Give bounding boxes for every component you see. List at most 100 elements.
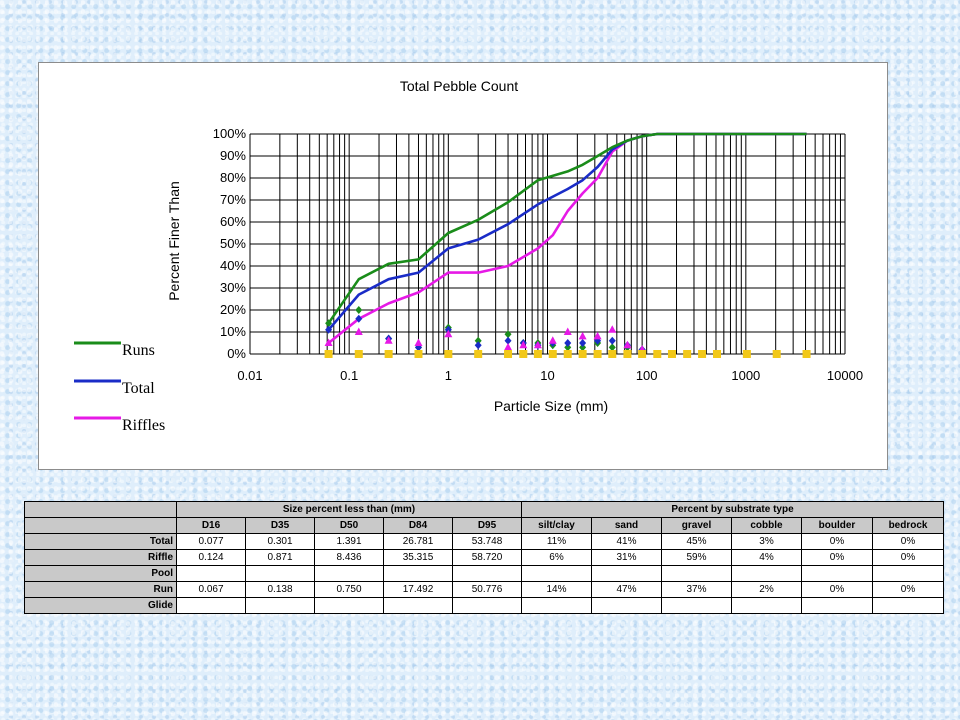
- data-point-diamond: [474, 341, 482, 350]
- table-cell: [801, 565, 873, 582]
- table-row: Pool: [24, 565, 945, 582]
- table-cell: 58.720: [452, 549, 522, 566]
- table-cell: 50.776: [452, 581, 522, 598]
- table-row: Riffle 0.124 0.871 8.436 35.315 58.720 6% 31% 59…: [24, 549, 945, 566]
- table-cell: 47%: [591, 581, 662, 598]
- x-tick-label: 1: [445, 368, 452, 383]
- table-cell: 26.781: [383, 533, 453, 550]
- legend-label-total: Total: [122, 380, 155, 397]
- y-tick-label: 20%: [220, 302, 246, 317]
- grid-lines: [249, 133, 846, 355]
- table-cell: [176, 565, 246, 582]
- data-point-square: [384, 350, 393, 358]
- data-point-square: [519, 350, 528, 358]
- column-header: D35: [245, 517, 315, 534]
- column-header: bedrock: [871, 517, 945, 534]
- y-tick-label: 90%: [220, 148, 246, 163]
- data-point-triangle: [593, 331, 602, 340]
- table-corner-2: [24, 517, 177, 534]
- y-tick-label: 60%: [220, 214, 246, 229]
- series-lines: [327, 132, 807, 345]
- column-header: sand: [591, 517, 662, 534]
- data-point-diamond: [608, 343, 616, 352]
- data-point-square: [698, 350, 707, 358]
- table-cell: 14%: [521, 581, 592, 598]
- table-cell: 35.315: [383, 549, 453, 566]
- data-point-square: [667, 350, 676, 358]
- table-cell: 37%: [661, 581, 732, 598]
- chart-panel: Total Pebble Count 0% 10% 20% 30% 40% 50% 60% 7…: [38, 62, 888, 470]
- substrate-group-header: Percent by substrate type: [520, 501, 945, 518]
- table-column-header-row: D16 D35 D50 D84 D95 silt/clay sand gravel cobble…: [24, 517, 945, 534]
- x-tick-label: 1000: [731, 368, 760, 383]
- data-point-triangle: [444, 329, 453, 338]
- row-label: Riffle: [24, 549, 177, 566]
- data-point-diamond: [504, 336, 512, 345]
- row-label: Total: [24, 533, 177, 550]
- column-header: boulder: [801, 517, 873, 534]
- table-cell: [661, 565, 732, 582]
- row-label: Pool: [24, 565, 177, 582]
- data-point-triangle: [519, 340, 528, 349]
- y-tick-label: 70%: [220, 192, 246, 207]
- data-point-triangle: [548, 336, 557, 344]
- data-point-square: [324, 350, 333, 358]
- table-cell: 45%: [661, 533, 732, 550]
- x-tick-label: 10000: [827, 368, 863, 383]
- table-cell: [591, 597, 662, 614]
- table-cell: 8.436: [314, 549, 384, 566]
- table-cell: [383, 565, 453, 582]
- y-tick-label: 100%: [213, 126, 247, 141]
- data-point-square: [593, 350, 602, 358]
- data-point-diamond: [325, 325, 333, 334]
- table-cell: 0.301: [245, 533, 315, 550]
- table-cell: [521, 565, 592, 582]
- data-point-triangle: [354, 327, 363, 335]
- table-cell: [871, 565, 945, 582]
- table-cell: [314, 565, 384, 582]
- table-cell: 6%: [521, 549, 592, 566]
- table-cell: [176, 597, 246, 614]
- series-line-runs: [327, 132, 807, 324]
- table-cell: 0.750: [314, 581, 384, 598]
- column-header: gravel: [661, 517, 732, 534]
- table-corner: [24, 501, 177, 518]
- table-cell: 0%: [801, 549, 873, 566]
- y-tick-label: 0%: [227, 346, 246, 361]
- data-point-triangle: [608, 325, 617, 333]
- legend: Runs Total Riffles: [74, 341, 165, 434]
- data-point-square: [742, 350, 751, 358]
- table-cell: [731, 565, 802, 582]
- chart-title: Total Pebble Count: [400, 78, 518, 94]
- data-point-square: [683, 350, 692, 358]
- table-cell: [661, 597, 732, 614]
- table-cell: 0.124: [176, 549, 246, 566]
- data-point-square: [533, 350, 542, 358]
- table-cell: 3%: [731, 533, 802, 550]
- table-cell: 41%: [591, 533, 662, 550]
- table-cell: 0%: [871, 581, 945, 598]
- y-axis-title: Percent Finer Than: [166, 181, 182, 301]
- table-cell: 0%: [801, 581, 873, 598]
- data-point-square: [623, 350, 632, 358]
- column-header: silt/clay: [521, 517, 592, 534]
- data-point-square: [563, 350, 572, 358]
- table-row: Glide: [24, 597, 945, 614]
- legend-label-runs: Runs: [122, 342, 155, 359]
- table-cell: [314, 597, 384, 614]
- table-cell: 2%: [731, 581, 802, 598]
- data-point-diamond: [579, 343, 587, 352]
- grain-size-table: Size percent less than (mm) Percent by s…: [24, 501, 945, 614]
- data-point-triangle: [578, 331, 587, 340]
- data-point-square: [548, 350, 557, 358]
- column-header: D50: [314, 517, 384, 534]
- x-tick-label: 10: [540, 368, 554, 383]
- data-point-diamond: [564, 339, 572, 347]
- table-cell: 0.077: [176, 533, 246, 550]
- table-cell: 0%: [801, 533, 873, 550]
- table-cell: [591, 565, 662, 582]
- x-tick-label: 0.01: [237, 368, 262, 383]
- y-tick-label: 30%: [220, 280, 246, 295]
- series-line-riffles: [327, 132, 807, 345]
- y-tick-label: 10%: [220, 324, 246, 339]
